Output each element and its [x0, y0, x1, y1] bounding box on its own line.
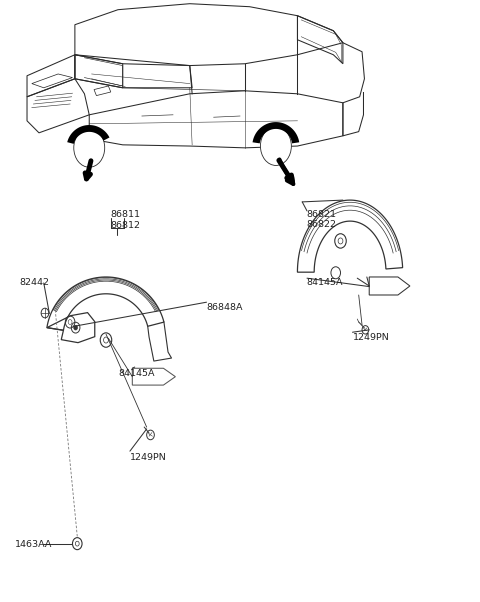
Text: 1463AA: 1463AA [15, 540, 52, 549]
Text: 86848A: 86848A [206, 303, 243, 311]
Text: 84145A: 84145A [306, 279, 343, 288]
Polygon shape [252, 122, 299, 143]
Text: 1249PN: 1249PN [130, 453, 167, 462]
Text: 86811
86812: 86811 86812 [111, 210, 141, 229]
Text: 84145A: 84145A [118, 368, 155, 377]
Text: 82442: 82442 [20, 279, 50, 288]
Text: 86821
86822: 86821 86822 [306, 209, 336, 229]
Circle shape [74, 128, 105, 167]
Text: 1249PN: 1249PN [352, 332, 389, 341]
Circle shape [261, 126, 291, 166]
Circle shape [74, 325, 78, 330]
Polygon shape [67, 125, 109, 144]
